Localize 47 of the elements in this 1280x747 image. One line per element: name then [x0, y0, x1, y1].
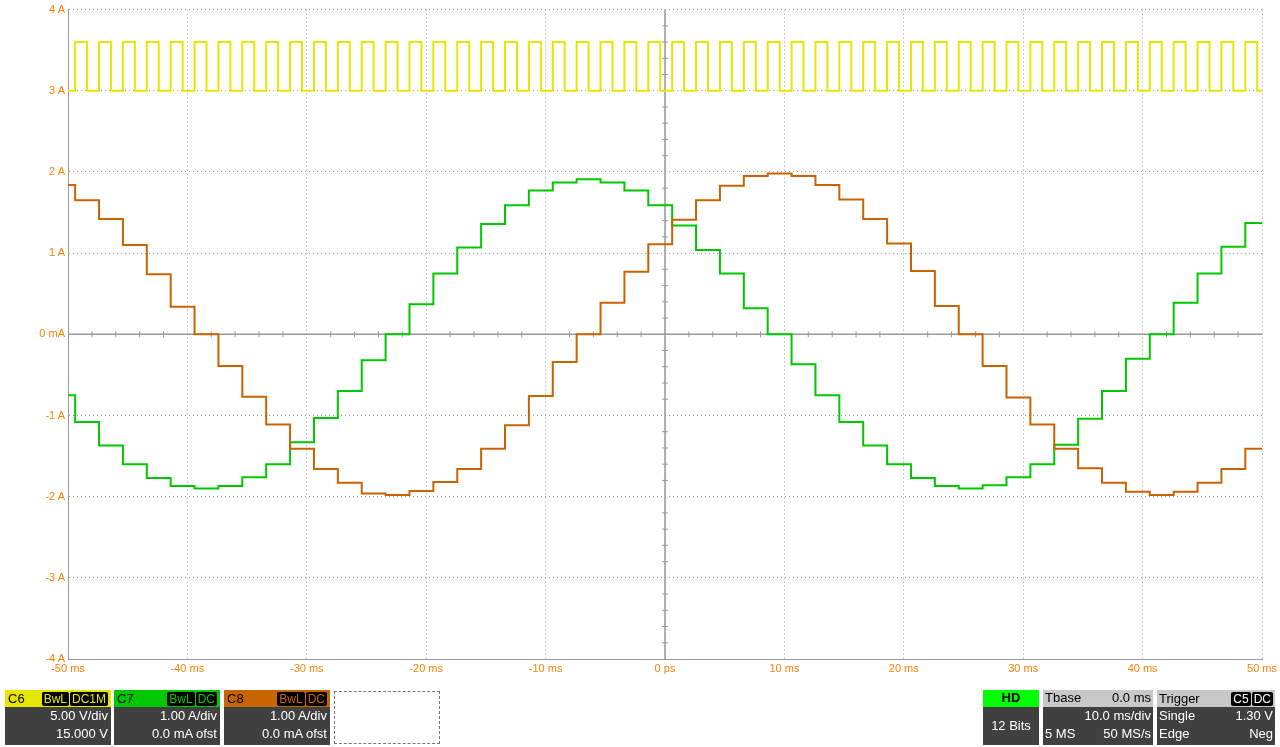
x-tick-label: 0 ps: [654, 661, 676, 674]
y-tick-label: 0 mA: [39, 327, 66, 340]
text: 0.0 ms: [1111, 690, 1151, 707]
text: C5: [1231, 691, 1251, 706]
text: 5 MS: [1045, 725, 1076, 743]
text: 12 Bits: [983, 707, 1039, 745]
x-tick-label: -30 ms: [289, 661, 325, 674]
y-tick-label: -1 A: [45, 408, 66, 421]
text: 15.000 V: [54, 725, 108, 743]
y-tick-label: 4 A: [49, 2, 66, 15]
x-tick-label: -40 ms: [170, 661, 205, 674]
y-tick-label: 2 A: [49, 164, 66, 177]
text: Tbase: [1045, 690, 1082, 707]
y-tick-label: 3 A: [49, 83, 66, 96]
text: Edge: [1159, 725, 1190, 743]
x-tick-label: 20 ms: [888, 661, 920, 674]
x-tick-label: 30 ms: [1008, 661, 1039, 674]
x-tick-label: 10 ms: [769, 661, 800, 674]
text: BwL: [41, 691, 69, 706]
text: DC1M: [69, 691, 108, 706]
text: 0.0 mA ofst: [260, 725, 327, 743]
x-tick-label: -20 ms: [409, 661, 444, 674]
text: C7: [117, 691, 134, 706]
text: 50 MS/s: [1103, 725, 1151, 743]
text: Neg: [1249, 725, 1273, 743]
text: BwL: [277, 691, 305, 706]
text: 0.0 mA ofst: [150, 725, 217, 743]
text: 1.30 V: [1235, 707, 1273, 725]
text: BwL: [167, 691, 195, 706]
y-tick-label: -2 A: [45, 489, 66, 502]
text: DC: [1251, 691, 1273, 706]
text: HD: [983, 690, 1039, 707]
text: 10.0 ms/div: [1083, 707, 1151, 725]
text: Single: [1159, 707, 1196, 725]
x-tick-label: -10 ms: [528, 661, 563, 674]
text: 5.00 V/div: [49, 707, 108, 725]
text: C8: [227, 691, 244, 706]
y-tick-label: 1 A: [49, 246, 66, 259]
y-tick-label: -3 A: [45, 570, 66, 583]
text: C6: [8, 691, 25, 706]
text: 1.00 A/div: [158, 707, 217, 725]
text: DC: [305, 691, 327, 706]
text: DC: [195, 691, 217, 706]
text: Trigger: [1159, 691, 1200, 706]
x-tick-label: 50 ms: [1247, 661, 1278, 674]
x-tick-label: 40 ms: [1127, 661, 1159, 674]
text: 1.00 A/div: [268, 707, 327, 725]
